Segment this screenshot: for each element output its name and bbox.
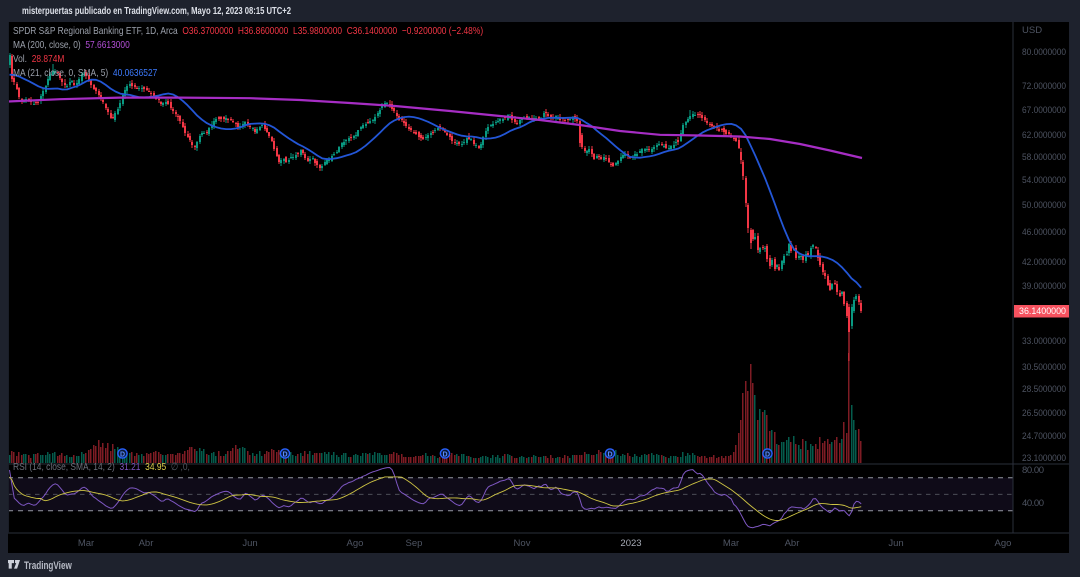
- svg-text:80.0000000: 80.0000000: [1022, 47, 1066, 58]
- svg-text:Jun: Jun: [242, 538, 257, 549]
- svg-text:50.0000000: 50.0000000: [1022, 200, 1066, 211]
- svg-text:Abr: Abr: [785, 538, 800, 549]
- svg-text:Mar: Mar: [723, 538, 739, 549]
- svg-text:Abr: Abr: [139, 538, 154, 549]
- svg-text:2023: 2023: [620, 538, 641, 549]
- svg-text:40.00: 40.00: [1022, 498, 1044, 509]
- svg-text:36.1400000: 36.1400000: [1019, 306, 1066, 317]
- svg-text:USD: USD: [1022, 25, 1042, 36]
- svg-text:46.0000000: 46.0000000: [1022, 227, 1066, 238]
- svg-text:23.1000000: 23.1000000: [1022, 453, 1066, 464]
- svg-text:Sep: Sep: [406, 538, 423, 549]
- svg-text:80.00: 80.00: [1022, 465, 1044, 476]
- svg-text:Jun: Jun: [888, 538, 903, 549]
- svg-text:72.0000000: 72.0000000: [1022, 81, 1066, 92]
- svg-text:26.5000000: 26.5000000: [1022, 408, 1066, 419]
- svg-text:Nov: Nov: [514, 538, 531, 549]
- svg-text:30.5000000: 30.5000000: [1022, 362, 1066, 373]
- svg-text:24.7000000: 24.7000000: [1022, 431, 1066, 442]
- svg-text:Mar: Mar: [78, 538, 94, 549]
- svg-text:58.0000000: 58.0000000: [1022, 152, 1066, 163]
- svg-text:28.5000000: 28.5000000: [1022, 384, 1066, 395]
- svg-text:42.0000000: 42.0000000: [1022, 257, 1066, 268]
- svg-text:54.0000000: 54.0000000: [1022, 175, 1066, 186]
- svg-text:Ago: Ago: [995, 538, 1012, 549]
- svg-text:62.0000000: 62.0000000: [1022, 130, 1066, 141]
- svg-text:D: D: [765, 451, 770, 458]
- svg-text:39.0000000: 39.0000000: [1022, 281, 1066, 292]
- svg-text:Ago: Ago: [347, 538, 364, 549]
- svg-text:67.0000000: 67.0000000: [1022, 105, 1066, 116]
- svg-text:D: D: [442, 451, 447, 458]
- svg-text:D: D: [282, 451, 287, 458]
- svg-text:D: D: [607, 451, 612, 458]
- svg-text:33.0000000: 33.0000000: [1022, 336, 1066, 347]
- svg-text:D: D: [120, 451, 125, 458]
